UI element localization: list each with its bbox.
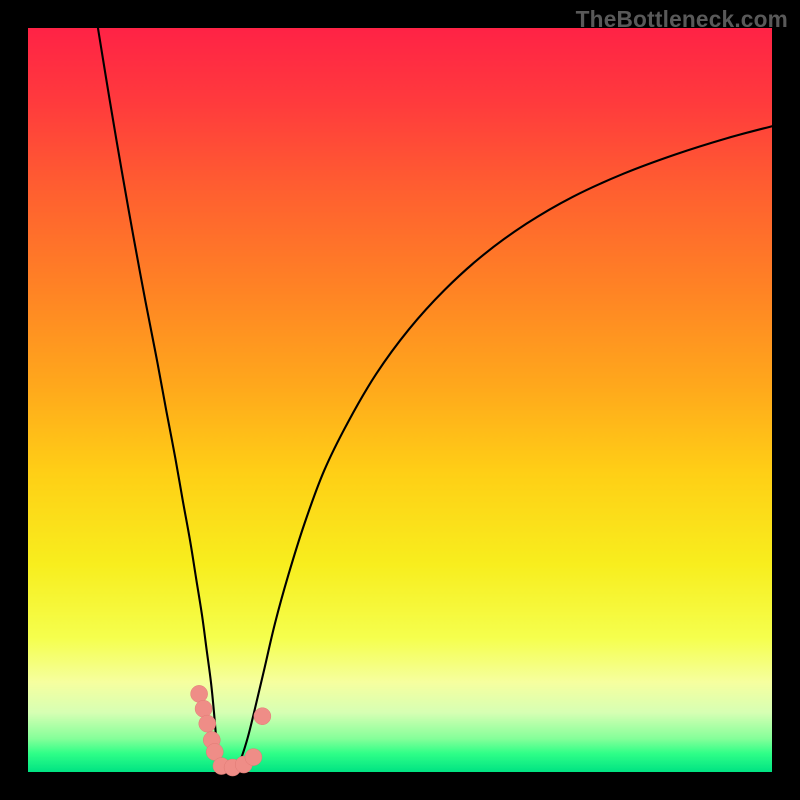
watermark-text: TheBottleneck.com — [576, 6, 788, 33]
marker-dot — [245, 749, 262, 766]
curve-left-branch — [98, 28, 219, 772]
marker-dot — [199, 715, 216, 732]
markers-right-outlier — [254, 708, 271, 725]
markers-left-cluster — [191, 685, 224, 760]
bottleneck-curve-layer — [28, 28, 772, 772]
marker-dot — [195, 700, 212, 717]
curve-right-branch — [219, 126, 772, 773]
outer-frame: TheBottleneck.com — [0, 0, 800, 800]
marker-dot — [254, 708, 271, 725]
marker-dot — [191, 685, 208, 702]
plot-area — [28, 28, 772, 772]
